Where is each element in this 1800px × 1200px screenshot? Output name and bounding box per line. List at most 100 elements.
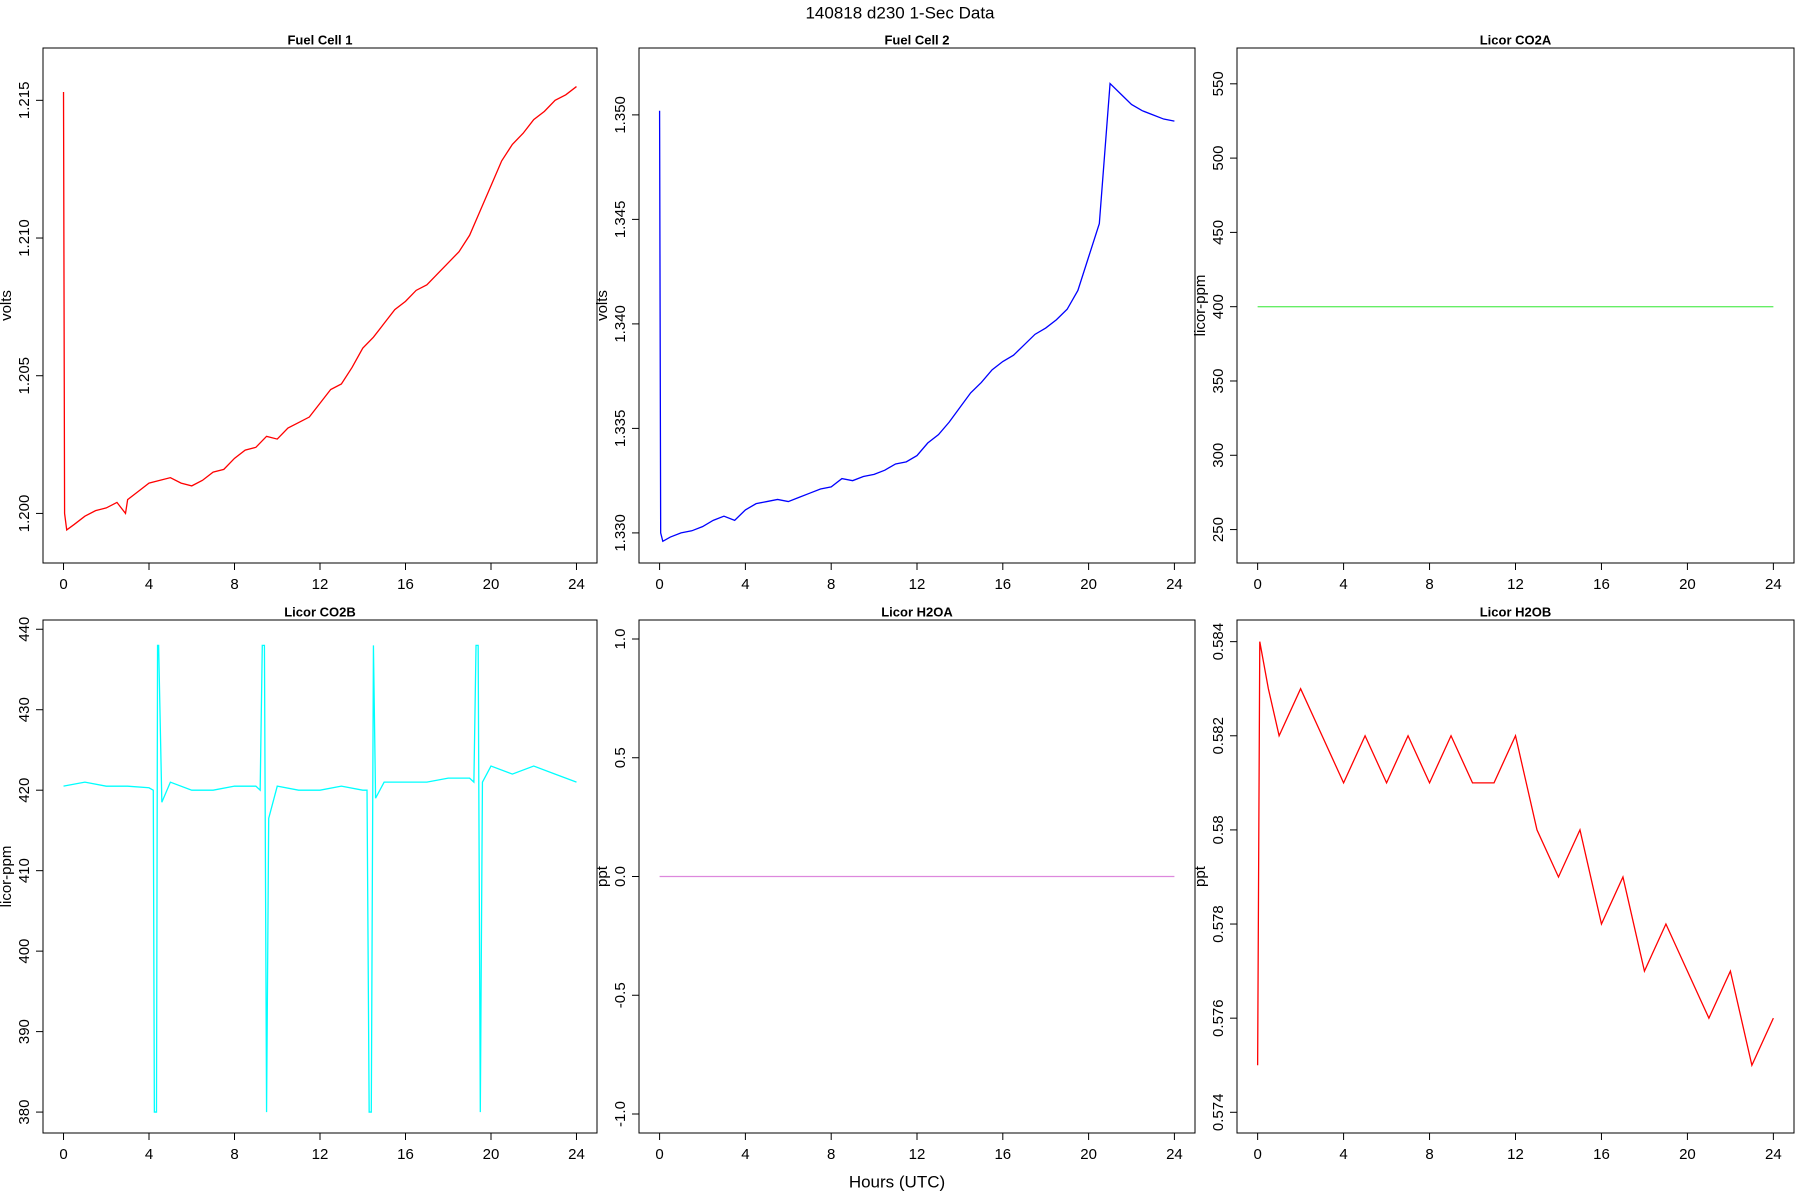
data-line	[1256, 641, 1774, 1068]
x-tick-label: 16	[994, 576, 1011, 593]
x-tick-label: 0	[59, 1146, 67, 1163]
x-tick-label: 4	[145, 576, 153, 593]
x-tick-label: 16	[397, 1146, 414, 1163]
y-tick-label: 1.0	[612, 629, 629, 650]
plot-frame	[42, 619, 598, 1134]
x-tick-label: 24	[1765, 576, 1782, 593]
y-tick-label: 1.205	[16, 357, 33, 395]
x-tick-label: 12	[1507, 576, 1524, 593]
y-tick-label: 410	[16, 858, 33, 883]
y-tick-label: 1.215	[16, 82, 33, 120]
y-tick-label: 0.574	[1210, 1094, 1227, 1132]
x-tick-label: 24	[1765, 1146, 1782, 1163]
x-tick-label: 24	[568, 576, 585, 593]
y-tick-label: 380	[16, 1100, 33, 1125]
panel-title: Licor H2OB	[1480, 604, 1552, 619]
x-tick-label: 24	[1166, 1146, 1183, 1163]
y-tick-label: 0.584	[1210, 623, 1227, 661]
x-tick-label: 4	[1339, 1146, 1347, 1163]
y-tick-label: 0.582	[1210, 717, 1227, 755]
y-tick-label: 420	[16, 778, 33, 803]
x-tick-label: 20	[1080, 576, 1097, 593]
y-axis-label: licor-ppm	[0, 846, 15, 908]
y-axis-label: volts	[0, 290, 15, 321]
x-tick-label: 4	[741, 1146, 749, 1163]
plot-frame	[1236, 619, 1795, 1134]
x-tick-label: 0	[655, 1146, 663, 1163]
y-tick-label: 0.578	[1210, 905, 1227, 943]
x-tick-label: 16	[1593, 576, 1610, 593]
x-tick-label: 0	[59, 576, 67, 593]
x-tick-label: 20	[1679, 1146, 1696, 1163]
x-tick-label: 12	[909, 576, 926, 593]
y-tick-label: 450	[1210, 220, 1227, 245]
y-tick-label: 430	[16, 697, 33, 722]
y-tick-label: 350	[1210, 368, 1227, 393]
panel-title: Licor CO2A	[1480, 32, 1552, 47]
panel-title: Licor CO2B	[284, 604, 356, 619]
y-tick-label: 1.330	[612, 514, 629, 552]
x-tick-label: 20	[1080, 1146, 1097, 1163]
x-tick-label: 12	[1507, 1146, 1524, 1163]
x-tick-label: 12	[909, 1146, 926, 1163]
y-tick-label: 440	[16, 617, 33, 642]
y-tick-label: -0.5	[612, 982, 629, 1008]
panel-title: Fuel Cell 2	[884, 32, 949, 47]
y-tick-label: 1.200	[16, 495, 33, 533]
y-axis-label: ppt	[1192, 865, 1209, 887]
x-tick-label: 4	[1339, 576, 1347, 593]
x-tick-label: 16	[397, 576, 414, 593]
x-tick-label: 12	[312, 1146, 329, 1163]
y-tick-label: 1.350	[612, 96, 629, 134]
y-axis-label: ppt	[594, 865, 611, 887]
x-tick-label: 24	[1166, 576, 1183, 593]
x-tick-label: 4	[741, 576, 749, 593]
x-tick-label: 8	[827, 1146, 835, 1163]
x-tick-label: 24	[568, 1146, 585, 1163]
data-line	[63, 644, 577, 1113]
y-tick-label: 0.5	[612, 747, 629, 768]
x-tick-label: 20	[483, 576, 500, 593]
x-tick-label: 0	[1253, 1146, 1261, 1163]
plot-frame	[1236, 47, 1795, 564]
y-tick-label: 400	[16, 939, 33, 964]
y-tick-label: 0.58	[1210, 815, 1227, 844]
x-tick-label: 8	[1425, 1146, 1433, 1163]
y-axis-label: volts	[594, 290, 611, 321]
data-line	[658, 82, 1175, 543]
y-tick-label: 400	[1210, 294, 1227, 319]
x-tick-label: 16	[1593, 1146, 1610, 1163]
y-tick-label: 1.210	[16, 219, 33, 257]
data-line	[62, 86, 577, 532]
y-tick-label: 300	[1210, 443, 1227, 468]
y-tick-label: 390	[16, 1019, 33, 1044]
figure-title: 140818 d230 1-Sec Data	[805, 3, 995, 22]
x-tick-label: 16	[994, 1146, 1011, 1163]
panel-title: Fuel Cell 1	[287, 32, 352, 47]
y-tick-label: -1.0	[612, 1101, 629, 1127]
x-axis-label: Hours (UTC)	[849, 1172, 945, 1191]
x-tick-label: 8	[827, 576, 835, 593]
y-tick-label: 1.345	[612, 201, 629, 239]
y-axis-label: licor-ppm	[1192, 275, 1209, 337]
plot-frame	[638, 47, 1196, 564]
y-tick-label: 500	[1210, 146, 1227, 171]
y-tick-label: 0.576	[1210, 999, 1227, 1037]
x-tick-label: 8	[230, 1146, 238, 1163]
x-tick-label: 8	[230, 576, 238, 593]
x-tick-label: 0	[655, 576, 663, 593]
plot-frame	[42, 47, 598, 564]
y-tick-label: 0.0	[612, 866, 629, 887]
y-tick-label: 250	[1210, 517, 1227, 542]
y-tick-label: 550	[1210, 71, 1227, 96]
panel-title: Licor H2OA	[881, 604, 953, 619]
x-tick-label: 8	[1425, 576, 1433, 593]
y-tick-label: 1.340	[612, 305, 629, 343]
x-tick-label: 20	[1679, 576, 1696, 593]
x-tick-label: 12	[312, 576, 329, 593]
x-tick-label: 4	[145, 1146, 153, 1163]
x-tick-label: 0	[1253, 576, 1261, 593]
x-tick-label: 20	[483, 1146, 500, 1163]
y-tick-label: 1.335	[612, 410, 629, 448]
